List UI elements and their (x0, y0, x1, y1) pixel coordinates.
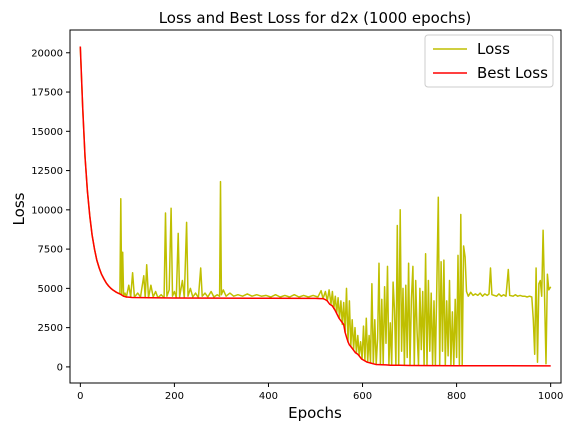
x-axis-ticks: 0 200 400 600 800 1000 (77, 383, 563, 402)
x-tick-label: 200 (165, 391, 184, 402)
x-tick-label: 600 (353, 391, 372, 402)
y-axis-label: Loss (10, 192, 28, 225)
y-axis-ticks: 0 2500 5000 7500 10000 12500 15000 17500 20000 (31, 48, 70, 373)
legend-label-loss: Loss (477, 40, 510, 58)
x-tick-label: 0 (77, 391, 83, 402)
x-axis-label: Epochs (288, 404, 342, 422)
legend-label-best-loss: Best Loss (477, 64, 548, 82)
legend: Loss Best Loss (424, 34, 554, 88)
y-tick-label: 17500 (31, 88, 63, 99)
series-layer (79, 46, 552, 367)
y-tick-label: 12500 (31, 166, 63, 177)
plot-frame (69, 29, 562, 384)
y-tick-label: 5000 (38, 284, 63, 295)
x-tick-label: 400 (259, 391, 278, 402)
y-tick-label: 0 (57, 362, 63, 373)
x-tick-label: 1000 (538, 391, 563, 402)
chart-title: Loss and Best Loss for d2x (1000 epochs) (159, 9, 472, 27)
y-tick-label: 15000 (31, 127, 63, 138)
y-tick-label: 10000 (31, 205, 63, 216)
y-tick-label: 2500 (38, 323, 63, 334)
legend-box (424, 34, 554, 88)
y-tick-label: 7500 (38, 245, 63, 256)
x-tick-label: 800 (447, 391, 466, 402)
y-tick-label: 20000 (31, 48, 63, 59)
series-line-best-loss (79, 46, 551, 367)
